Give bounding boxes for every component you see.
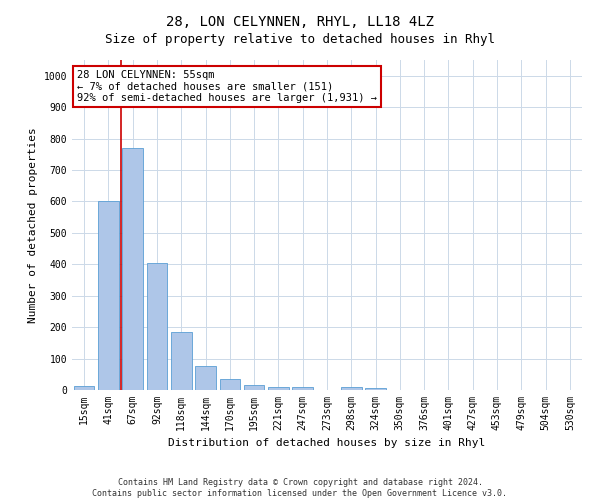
- X-axis label: Distribution of detached houses by size in Rhyl: Distribution of detached houses by size …: [169, 438, 485, 448]
- Text: Size of property relative to detached houses in Rhyl: Size of property relative to detached ho…: [105, 32, 495, 46]
- Bar: [220, 379, 240, 390]
- Bar: [244, 386, 265, 390]
- Bar: [292, 387, 313, 390]
- Bar: [122, 148, 143, 390]
- Bar: [146, 262, 167, 390]
- Bar: [171, 332, 191, 390]
- Text: Contains HM Land Registry data © Crown copyright and database right 2024.
Contai: Contains HM Land Registry data © Crown c…: [92, 478, 508, 498]
- Bar: [268, 387, 289, 390]
- Y-axis label: Number of detached properties: Number of detached properties: [28, 127, 38, 323]
- Bar: [365, 388, 386, 390]
- Text: 28, LON CELYNNEN, RHYL, LL18 4LZ: 28, LON CELYNNEN, RHYL, LL18 4LZ: [166, 15, 434, 29]
- Bar: [341, 387, 362, 390]
- Bar: [98, 202, 119, 390]
- Bar: [74, 386, 94, 390]
- Bar: [195, 366, 216, 390]
- Text: 28 LON CELYNNEN: 55sqm
← 7% of detached houses are smaller (151)
92% of semi-det: 28 LON CELYNNEN: 55sqm ← 7% of detached …: [77, 70, 377, 103]
